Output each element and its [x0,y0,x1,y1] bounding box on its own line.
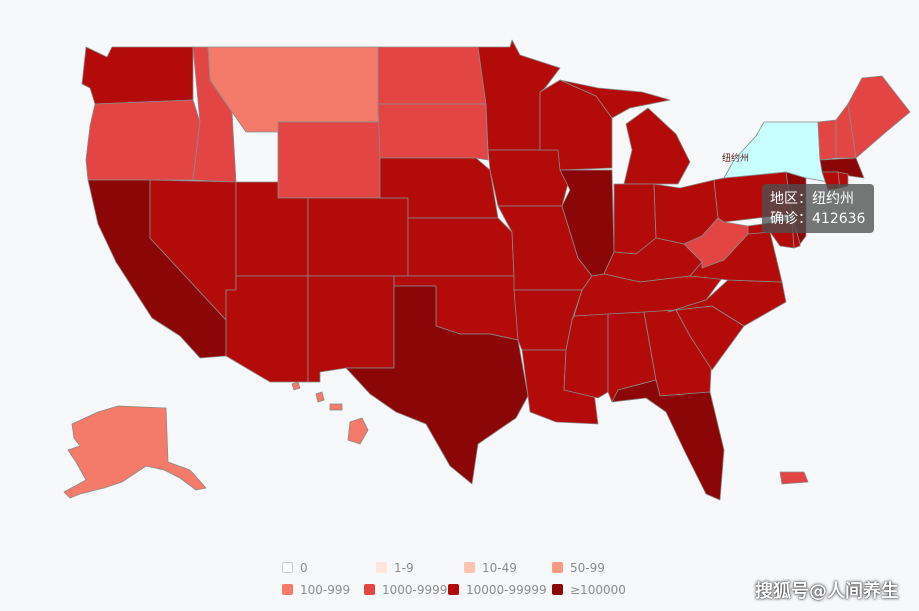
map-region-label: 纽约州 [722,152,749,164]
state-vermont[interactable] [817,119,837,161]
state-alaska[interactable] [63,405,207,499]
legend-item-0[interactable]: 0 [282,559,308,577]
watermark: 搜狐号@人间养生 [755,581,899,602]
state-iowa[interactable] [487,149,571,207]
state-north-dakota[interactable] [377,46,487,105]
legend-swatch-100-999 [282,584,293,595]
state-mississippi[interactable] [563,313,609,399]
legend-item-1000-9999[interactable]: 1000-9999 [364,581,447,599]
state-florida[interactable] [611,379,725,501]
legend-item-1-9[interactable]: 1-9 [376,559,414,577]
state-minnesota[interactable] [477,39,561,151]
legend-label-50-99: 50-99 [570,561,605,575]
legend-label-100000-plus: ≥100000 [570,583,626,597]
legend-swatch-50-99 [552,562,563,573]
legend-label-10000-99999: 10000-99999 [466,583,547,597]
tooltip-confirmed: 确诊：412636 [770,211,866,227]
legend-swatch-10-49 [464,562,475,573]
map-legend: 0 1-9 10-49 50-99 100-999 1000-9999 1000… [282,559,682,603]
legend-label-100-999: 100-999 [300,583,351,597]
legend-label-1000-9999: 1000-9999 [382,583,448,597]
legend-item-10-49[interactable]: 10-49 [464,559,517,577]
legend-swatch-0 [282,562,293,573]
tooltip-region: 地区：纽约州 [770,191,854,207]
state-texas[interactable] [345,285,529,485]
legend-label-1-9: 1-9 [394,561,414,575]
state-kansas[interactable] [407,217,515,277]
state-michigan[interactable] [559,79,691,185]
legend-swatch-100000-plus [552,584,563,595]
state-south-dakota[interactable] [377,103,489,161]
state-montana[interactable] [207,46,379,133]
state-new-mexico[interactable] [307,275,395,383]
state-colorado[interactable] [307,197,409,277]
state-wyoming[interactable] [277,121,381,199]
legend-swatch-10000-99999 [448,584,459,595]
legend-item-50-99[interactable]: 50-99 [552,559,605,577]
state-puerto-rico[interactable] [779,471,809,485]
state-new-york[interactable] [723,121,829,183]
legend-item-100-999[interactable]: 100-999 [282,581,350,599]
legend-item-10000-99999[interactable]: 10000-99999 [448,581,547,599]
state-arizona[interactable] [225,275,309,383]
state-hawaii[interactable] [291,381,369,445]
map-tooltip: 地区：纽约州 确诊：412636 [762,184,874,233]
us-choropleth-map: 纽约州 [63,39,911,501]
state-oregon[interactable] [85,99,201,181]
state-washington[interactable] [81,46,194,105]
legend-swatch-1-9 [376,562,387,573]
state-maine[interactable] [847,75,911,159]
legend-swatch-1000-9999 [364,584,375,595]
legend-label-0: 0 [300,561,308,575]
legend-label-10-49: 10-49 [482,561,517,575]
legend-item-100000-plus[interactable]: ≥100000 [552,581,626,599]
